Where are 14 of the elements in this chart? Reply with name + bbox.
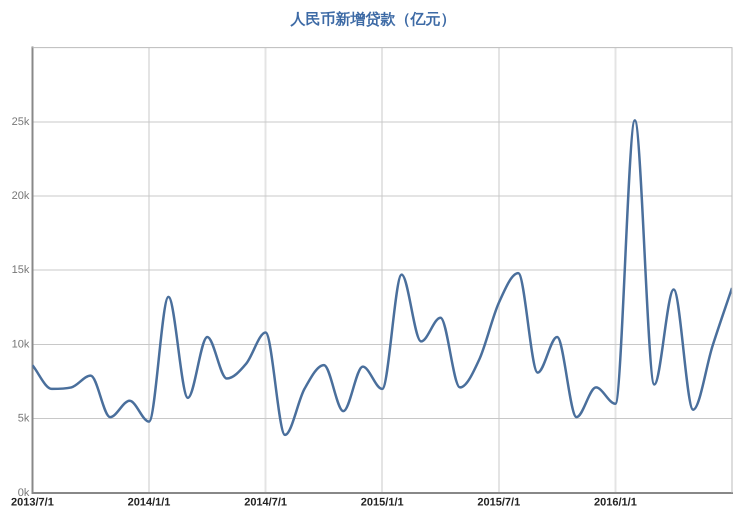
y-tick-label: 5k xyxy=(18,412,30,425)
x-tick-label: 2014/7/1 xyxy=(244,496,288,508)
x-tick-label: 2016/1/1 xyxy=(594,496,637,508)
x-tick-label: 2013/7/1 xyxy=(10,496,54,508)
line-series xyxy=(32,119,732,436)
y-tick-label: 0k xyxy=(18,486,30,499)
x-tick-label: 2015/7/1 xyxy=(477,496,520,508)
x-tick-label: 2015/1/1 xyxy=(360,496,404,508)
x-tick-label: 2014/1/1 xyxy=(128,496,170,508)
y-tick-label: 10k xyxy=(12,338,30,350)
chart-title: 人民币新增贷款（亿元） xyxy=(289,9,456,30)
y-tick-label: 15k xyxy=(12,264,30,276)
y-tick-label: 20k xyxy=(12,190,30,202)
y-tick-label: 25k xyxy=(12,116,30,128)
